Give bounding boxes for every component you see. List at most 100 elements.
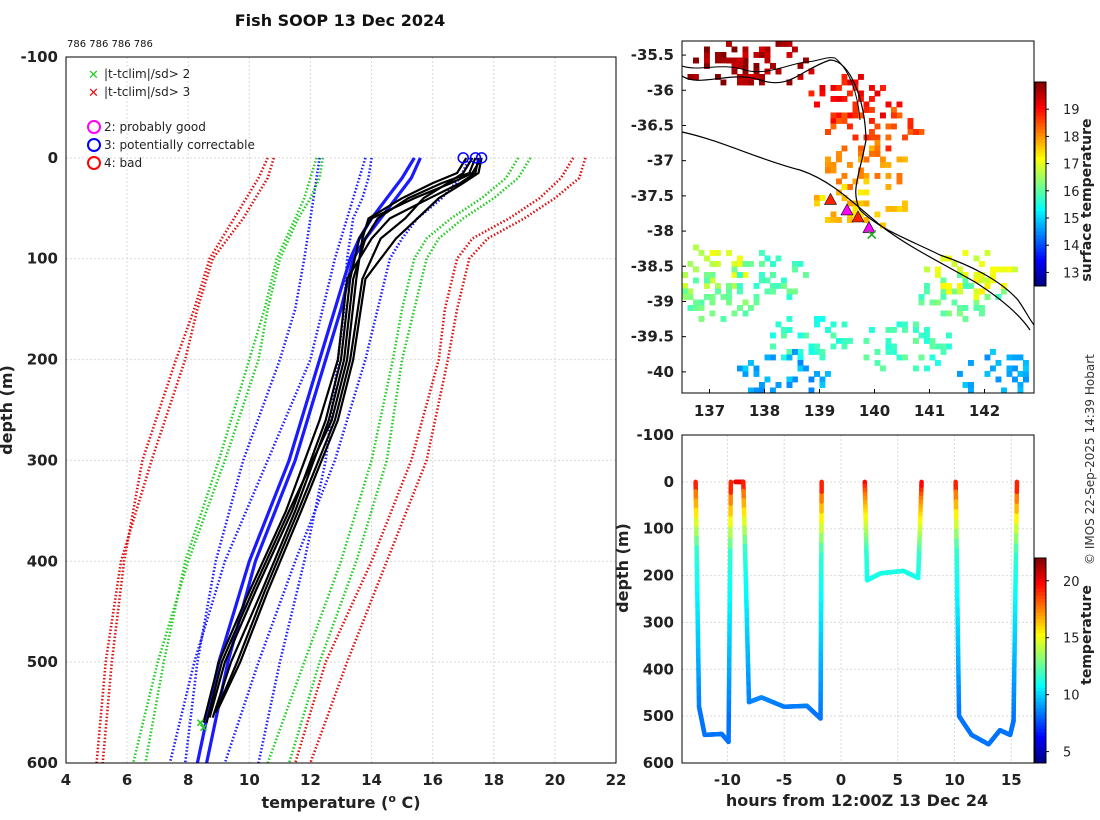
sst-colorbar-swatch [1035, 116, 1046, 120]
profile-ytick-label: 200 [27, 351, 58, 369]
sst-cell [748, 74, 754, 80]
temperature-colorbar-swatch [1035, 581, 1046, 586]
sst-cell [726, 57, 732, 64]
sst-cell [693, 266, 699, 273]
temperature-colorbar-swatch [1035, 722, 1046, 726]
sst-cell [902, 354, 908, 361]
sst-cell [764, 68, 771, 75]
time-depth-ylabel: depth (m) [613, 523, 632, 613]
sst-colorbar: 13 14 15 16 17 18 19 [1034, 81, 1080, 287]
sst-cell [693, 299, 699, 306]
sst-cell [858, 145, 864, 152]
sst-cell [775, 41, 782, 47]
sst-cell [830, 112, 837, 119]
profile-series-black-15 [211, 157, 477, 718]
sst-cell [819, 85, 826, 91]
sst-cell [830, 85, 837, 91]
sst-cell [726, 294, 732, 300]
sst-cell [902, 156, 908, 163]
sst-cell [786, 41, 793, 47]
sst-cell [792, 349, 798, 355]
sst-cell [858, 74, 864, 80]
temperature-colorbar-swatch [1035, 742, 1046, 747]
sst-cell [825, 371, 831, 377]
sst-cell [836, 189, 842, 196]
sst-cell [979, 305, 985, 311]
sst-cell [715, 250, 721, 256]
sst-cell [946, 288, 952, 295]
profile-legend: ✕ |t-tclim|/sd> 2 ✕ |t-tclim|/sd> 3 2: p… [87, 67, 255, 170]
sst-cell [737, 261, 743, 267]
sst-cell [924, 283, 930, 289]
sst-colorbar-tick-label: 16 [1063, 185, 1080, 200]
sst-cell [990, 277, 996, 284]
sst-cell [924, 288, 930, 295]
sst-cell [913, 365, 919, 372]
profile-spike-marker [199, 724, 208, 732]
temperature-colorbar-swatch [1035, 612, 1046, 617]
sst-cell [825, 156, 831, 163]
sst-cell [737, 288, 743, 295]
profile-spike-marker [196, 719, 204, 727]
sst-cell [753, 63, 760, 69]
sst-cell [874, 360, 881, 366]
sst-cell [924, 338, 930, 344]
sst-colorbar-swatch [1035, 258, 1046, 263]
sst-cell [1017, 387, 1024, 394]
sst-cell [814, 101, 820, 108]
temperature-colorbar-swatch [1035, 735, 1046, 740]
sst-cell [731, 283, 738, 289]
sst-colorbar-swatch [1035, 211, 1046, 216]
sst-cell [847, 112, 853, 119]
sst-cell [852, 178, 859, 185]
sst-cell [979, 288, 985, 295]
sst-cell [962, 272, 969, 278]
sst-cell [770, 288, 776, 295]
sst-cell [940, 349, 947, 355]
legend-flag3: 3: potentially correctable [104, 138, 255, 152]
sst-cell [880, 162, 886, 168]
sst-cell [775, 68, 782, 75]
sst-cell [792, 46, 798, 53]
sst-cell [907, 123, 914, 130]
sst-cell [951, 288, 958, 295]
profile-series-black-14 [208, 157, 483, 718]
sst-cell [731, 57, 738, 64]
sst-cell [880, 365, 886, 372]
sst-cell [863, 217, 870, 223]
sst-colorbar-swatch [1035, 126, 1046, 131]
drop-location-marker [840, 203, 854, 216]
sst-colorbar-swatch [1035, 177, 1046, 182]
profile-flag-marker [475, 152, 488, 164]
sst-cell [918, 129, 925, 135]
sst-cell [852, 200, 859, 207]
profile-series-black-16 [202, 157, 480, 723]
sst-cell [841, 96, 848, 102]
sst-cell [770, 343, 776, 350]
sst-cell [962, 382, 969, 388]
sst-cell [951, 299, 958, 306]
time-xtick-label: 0 [836, 771, 846, 789]
sst-cell [731, 261, 738, 267]
sst-cell [792, 266, 798, 273]
temperature-colorbar-swatch [1035, 629, 1046, 634]
sst-cell [836, 118, 842, 124]
sst-cell [847, 200, 853, 207]
temperature-colorbar-swatch [1035, 657, 1046, 661]
drop-ids: 786 786 786 786 [67, 39, 153, 50]
sst-cell [731, 63, 738, 69]
sst-colorbar-tick-label: 17 [1063, 158, 1080, 173]
sst-cell [836, 338, 842, 344]
sst-cell [715, 288, 721, 295]
sst-cell [737, 272, 743, 278]
sst-colorbar-swatch [1035, 112, 1046, 117]
sst-cell [814, 343, 820, 350]
sst-cell [726, 288, 732, 295]
sst-cell [896, 354, 903, 361]
sst-cell [847, 90, 853, 97]
sst-cell [775, 283, 782, 289]
sst-colorbar-swatch [1035, 136, 1046, 141]
sst-cell [775, 321, 782, 328]
temperature-colorbar-swatch [1035, 609, 1046, 614]
sst-cell [896, 321, 903, 328]
